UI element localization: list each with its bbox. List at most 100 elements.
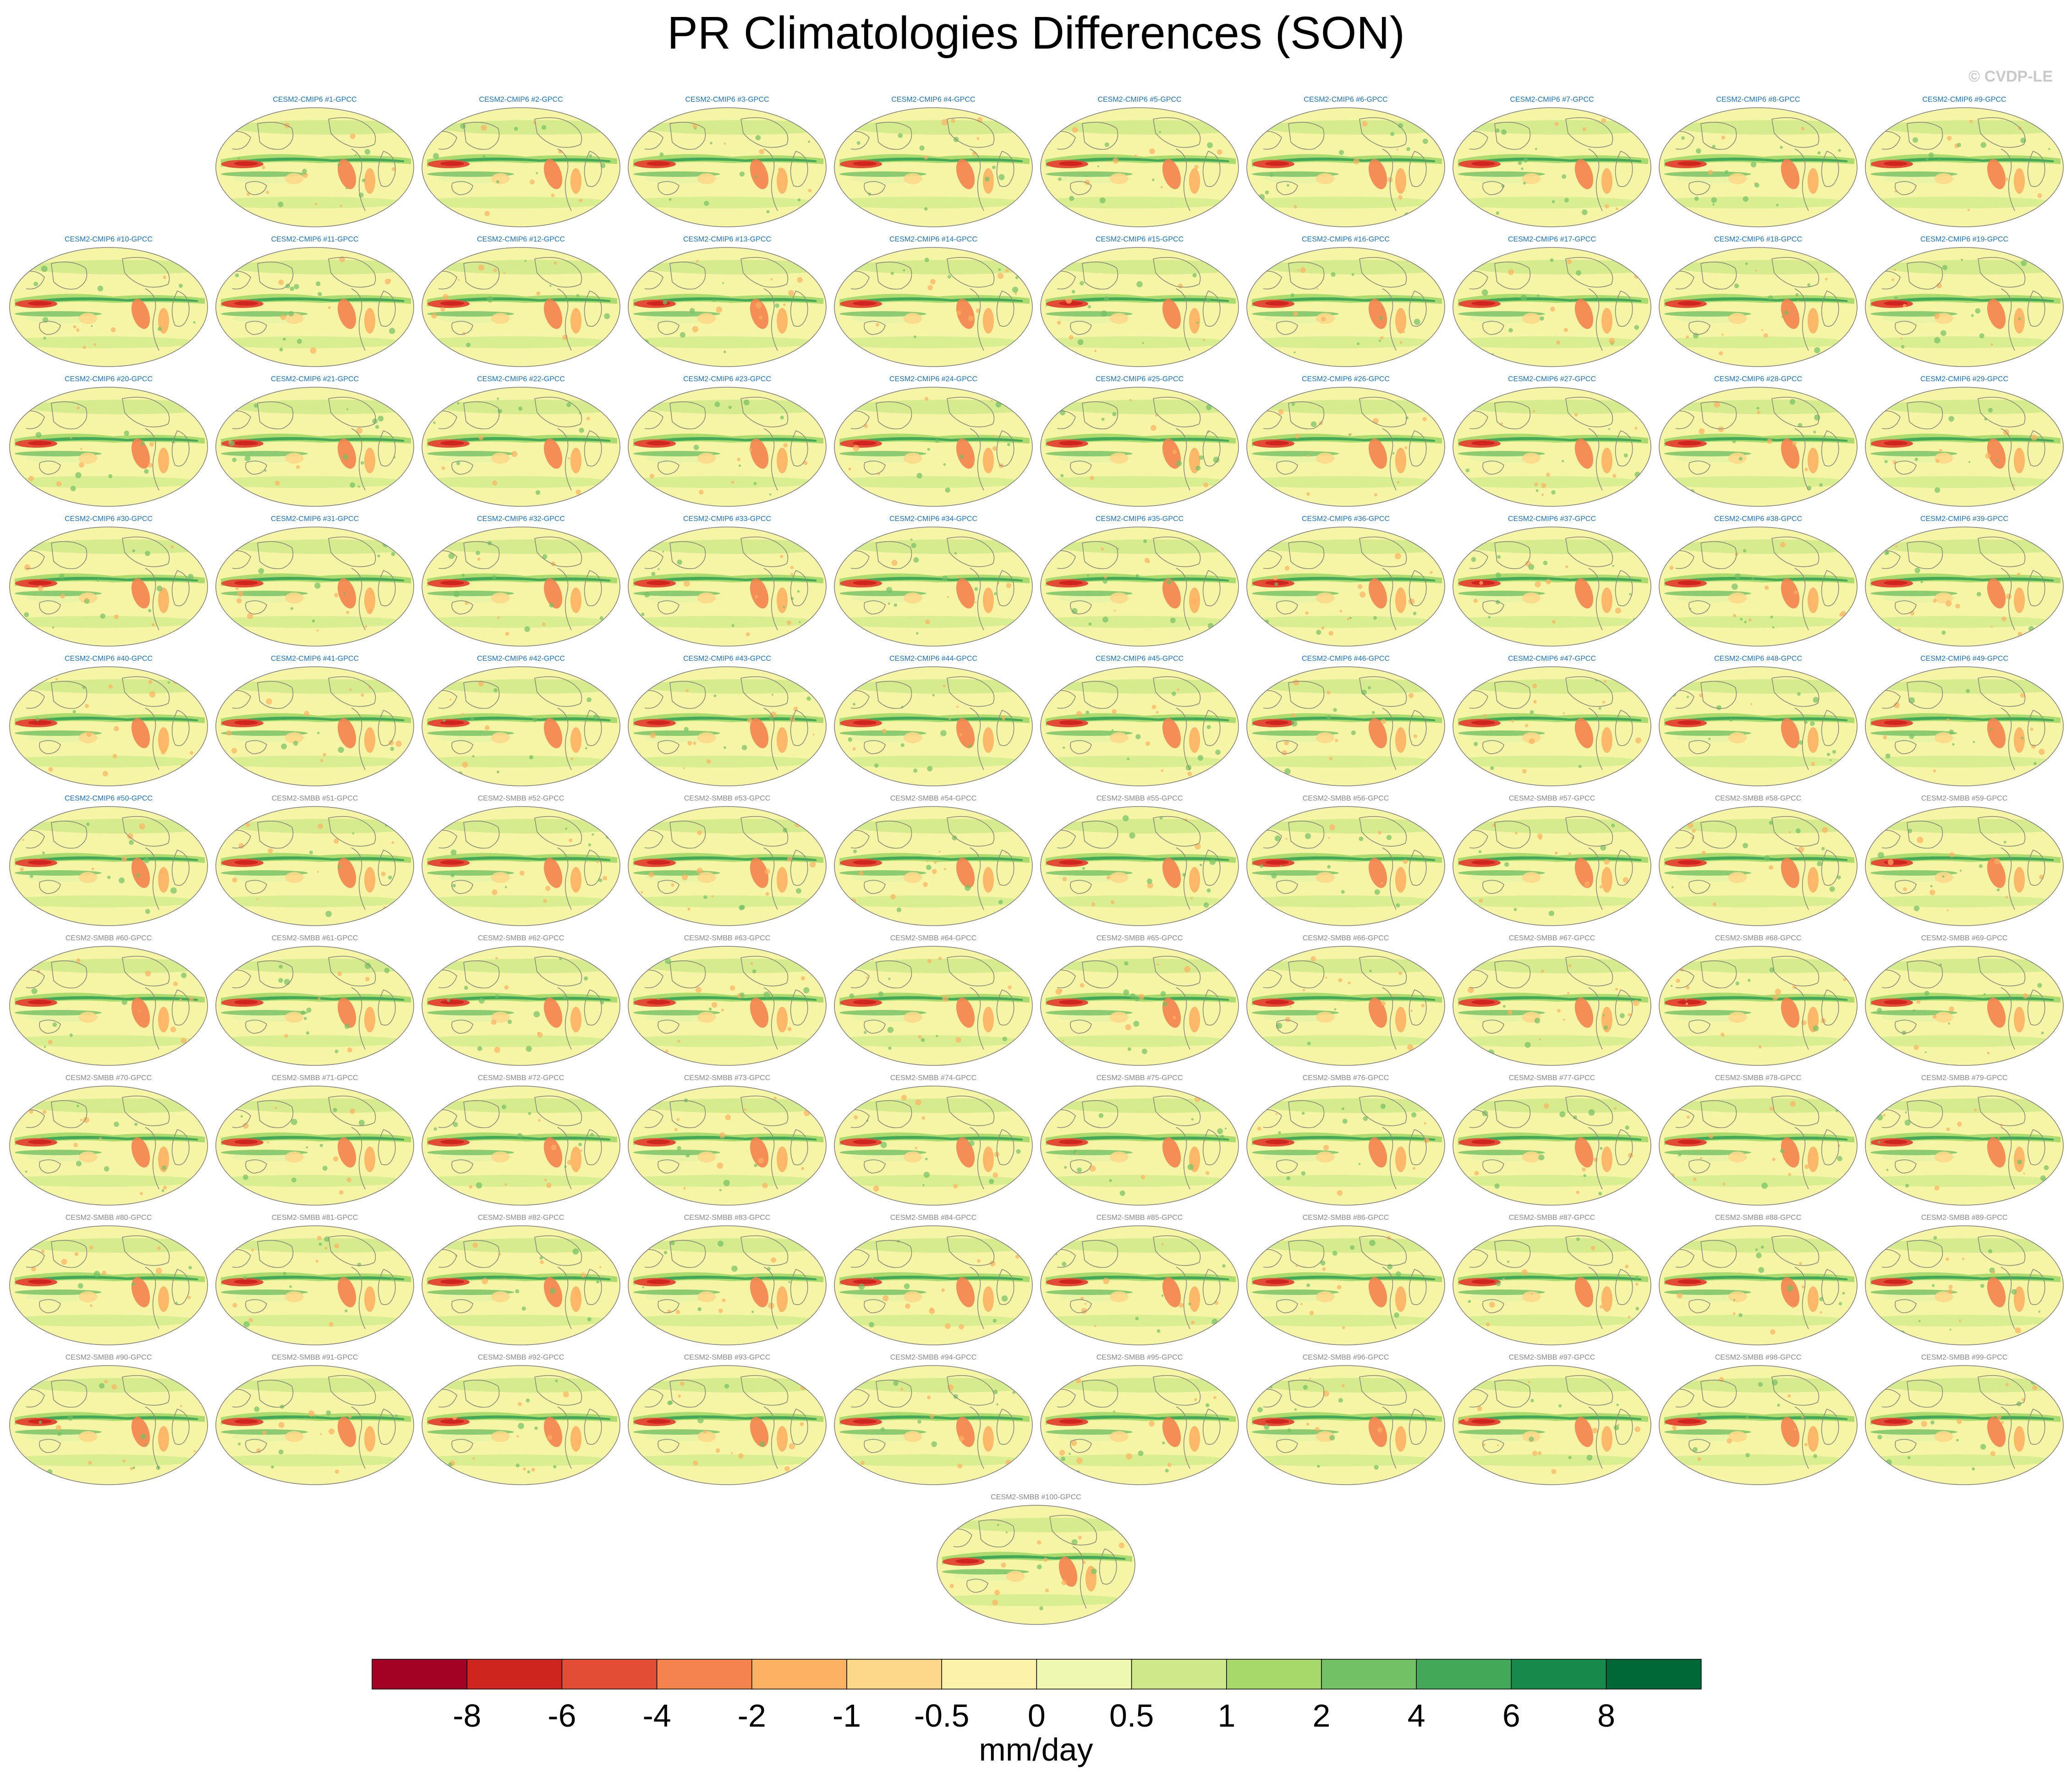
panel-label: CESM2-SMBB #79-GPCC [1921,1074,2008,1082]
panel-label: CESM2-SMBB #85-GPCC [1096,1214,1183,1222]
map-panel: CESM2-SMBB #81-GPCC [214,1213,416,1351]
colorbar-box [1131,1659,1227,1690]
panel-label: CESM2-CMIP6 #30-GPCC [64,515,153,523]
map-svg [422,527,620,647]
panel-label: CESM2-SMBB #87-GPCC [1508,1214,1595,1222]
panel-label: CESM2-CMIP6 #47-GPCC [1507,655,1596,663]
panel-label: CESM2-CMIP6 #20-GPCC [64,375,153,383]
map-svg [1865,1086,2064,1206]
map-panel: CESM2-CMIP6 #50-GPCC [8,794,209,932]
map-panel: CESM2-CMIP6 #17-GPCC [1451,235,1653,373]
panel-label: CESM2-SMBB #88-GPCC [1715,1214,1802,1222]
panel-label: CESM2-SMBB #51-GPCC [271,795,358,802]
map-svg [9,806,208,926]
map-svg [1453,806,1651,926]
map-panel: CESM2-SMBB #82-GPCC [420,1213,622,1351]
colorbar-tick-label: 6 [1502,1698,1520,1734]
map-svg [1246,107,1445,227]
map-panel: CESM2-CMIP6 #29-GPCC [1864,375,2065,512]
map-svg [1246,527,1445,647]
panel-label: CESM2-CMIP6 #12-GPCC [477,236,565,243]
panel-label: CESM2-CMIP6 #40-GPCC [64,655,153,663]
panel-label: CESM2-SMBB #83-GPCC [684,1214,771,1222]
map-panel: CESM2-SMBB #53-GPCC [626,794,828,932]
map-svg [1659,247,1858,367]
map-svg [1040,107,1239,227]
colorbar-box [1036,1659,1132,1690]
panel-label: CESM2-SMBB #89-GPCC [1921,1214,2008,1222]
map-svg [1453,107,1651,227]
panel-label: CESM2-CMIP6 #29-GPCC [1920,375,2009,383]
map-panel: CESM2-SMBB #84-GPCC [833,1213,1034,1351]
colorbar-units: mm/day [979,1732,1093,1767]
panel-label: CESM2-SMBB #76-GPCC [1302,1074,1389,1082]
panel-label: CESM2-CMIP6 #22-GPCC [477,375,565,383]
map-svg [215,527,414,647]
panel-label: CESM2-SMBB #75-GPCC [1096,1074,1183,1082]
panel-label: CESM2-SMBB #54-GPCC [890,795,977,802]
map-panel: CESM2-SMBB #89-GPCC [1864,1213,2065,1351]
map-panel: CESM2-SMBB #83-GPCC [626,1213,828,1351]
map-panel: CESM2-SMBB #99-GPCC [1864,1353,2065,1491]
panel-label: CESM2-CMIP6 #7-GPCC [1510,96,1594,104]
colorbar-tick-label: 4 [1408,1698,1425,1734]
map-panel: CESM2-CMIP6 #43-GPCC [626,654,828,792]
map-panel: CESM2-SMBB #88-GPCC [1657,1213,1859,1351]
map-svg [1659,387,1858,507]
map-panel: CESM2-SMBB #63-GPCC [626,934,828,1071]
panel-label: CESM2-CMIP6 #31-GPCC [270,515,359,523]
map-panel: CESM2-CMIP6 #45-GPCC [1039,654,1240,792]
panel-label: CESM2-CMIP6 #34-GPCC [889,515,978,523]
panel-label: CESM2-SMBB #60-GPCC [65,934,152,942]
map-panel: CESM2-SMBB #80-GPCC [8,1213,209,1351]
panel-label: CESM2-SMBB #64-GPCC [890,934,977,942]
panel-label: CESM2-CMIP6 #2-GPCC [479,96,563,104]
colorbar-tick-label: 0 [1028,1698,1046,1734]
map-svg [422,247,620,367]
map-panel: CESM2-SMBB #68-GPCC [1657,934,1859,1071]
map-svg [628,946,827,1066]
panel-label: CESM2-SMBB #61-GPCC [271,934,358,942]
map-svg [1040,1365,1239,1485]
map-panel: CESM2-CMIP6 #48-GPCC [1657,654,1859,792]
map-panel: CESM2-SMBB #96-GPCC [1245,1353,1447,1491]
map-panel: CESM2-SMBB #100-GPCC [935,1493,1137,1630]
colorbar-box [1416,1659,1512,1690]
panel-label: CESM2-SMBB #81-GPCC [271,1214,358,1222]
map-svg [422,806,620,926]
map-svg [1865,247,2064,367]
map-panel: CESM2-SMBB #54-GPCC [833,794,1034,932]
map-svg [215,1086,414,1206]
panel-label: CESM2-CMIP6 #1-GPCC [273,96,357,104]
map-svg [1865,1225,2064,1345]
panel-label: CESM2-CMIP6 #23-GPCC [683,375,772,383]
panel-label: CESM2-CMIP6 #17-GPCC [1507,236,1596,243]
panel-label: CESM2-SMBB #90-GPCC [65,1354,152,1361]
map-panel: CESM2-SMBB #87-GPCC [1451,1213,1653,1351]
panel-label: CESM2-CMIP6 #45-GPCC [1095,655,1184,663]
map-panel: CESM2-SMBB #78-GPCC [1657,1074,1859,1211]
map-svg [215,946,414,1066]
map-panel: CESM2-CMIP6 #33-GPCC [626,515,828,652]
map-panel: CESM2-SMBB #51-GPCC [214,794,416,932]
map-svg [9,387,208,507]
map-svg [1040,247,1239,367]
colorbar-tick-label: 1 [1217,1698,1235,1734]
map-svg [1453,666,1651,786]
map-panel: CESM2-CMIP6 #24-GPCC [833,375,1034,512]
map-svg [215,1365,414,1485]
panel-label: CESM2-CMIP6 #38-GPCC [1714,515,1803,523]
map-svg [628,1225,827,1345]
panel-label: CESM2-CMIP6 #27-GPCC [1507,375,1596,383]
map-svg [1659,666,1858,786]
map-panel: CESM2-CMIP6 #19-GPCC [1864,235,2065,373]
map-svg [1040,387,1239,507]
map-panel: CESM2-CMIP6 #23-GPCC [626,375,828,512]
map-svg [834,806,1033,926]
map-svg [1659,107,1858,227]
map-svg [1865,946,2064,1066]
panel-label: CESM2-CMIP6 #32-GPCC [477,515,565,523]
map-panel: CESM2-CMIP6 #18-GPCC [1657,235,1859,373]
map-svg [834,666,1033,786]
panel-label: CESM2-CMIP6 #21-GPCC [270,375,359,383]
